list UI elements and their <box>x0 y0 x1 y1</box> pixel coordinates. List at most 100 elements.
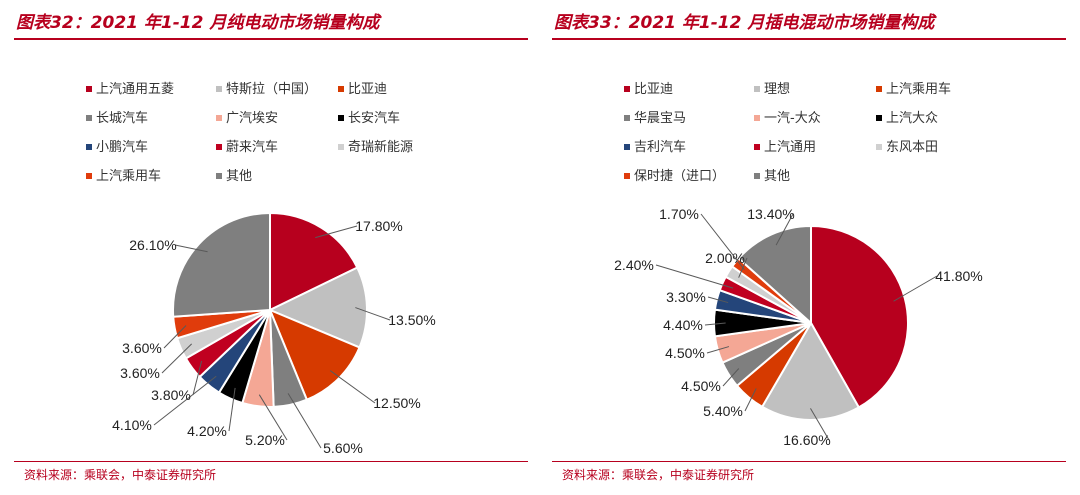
legend-item: 华晨宝马 <box>624 107 686 126</box>
data-label: 13.40% <box>747 206 794 222</box>
legend-item: 理想 <box>754 78 790 97</box>
leader-line <box>707 296 729 304</box>
legend-item: 比亚迪 <box>624 78 673 97</box>
leader-line <box>744 388 757 412</box>
legend-label: 广汽埃安 <box>226 111 279 126</box>
leader-line <box>355 307 391 321</box>
data-label: 4.50% <box>681 378 721 394</box>
legend-item: 奇瑞新能源 <box>338 136 413 155</box>
pie-slice <box>760 320 861 421</box>
legend-swatch <box>876 114 882 121</box>
legend-swatch <box>338 143 344 150</box>
legend-item: 长城汽车 <box>86 107 148 126</box>
leader-line <box>228 387 236 432</box>
leader-line <box>810 408 830 441</box>
leader-line <box>706 346 730 354</box>
legend-label: 比亚迪 <box>348 82 388 97</box>
title-divider <box>14 38 528 40</box>
legend-item: 其他 <box>754 165 790 184</box>
pie-slice <box>810 224 909 409</box>
legend-item: 蔚来汽车 <box>216 136 278 155</box>
legend-label: 特斯拉（中国） <box>226 82 318 97</box>
legend-label: 蔚来汽车 <box>226 140 279 155</box>
data-label: 4.20% <box>187 423 227 439</box>
leader-line <box>893 275 938 302</box>
legend-item: 比亚迪 <box>338 78 387 97</box>
source-divider <box>14 461 528 462</box>
legend-swatch <box>216 85 222 92</box>
source-note: 资料来源：乘联会，中泰证券研究所 <box>562 468 755 482</box>
legend-item: 广汽埃安 <box>216 107 278 126</box>
legend-label: 长安汽车 <box>348 111 401 126</box>
title-divider <box>552 38 1066 40</box>
legend-swatch <box>876 85 882 92</box>
leader-line <box>315 225 358 239</box>
data-label: 1.70% <box>659 206 699 222</box>
leader-line <box>258 394 288 441</box>
legend-label: 上汽乘用车 <box>96 169 162 184</box>
data-label: 16.60% <box>783 432 830 448</box>
leader-line <box>722 368 740 387</box>
pie-slice <box>269 211 359 312</box>
data-label: 5.40% <box>703 403 743 419</box>
leader-line <box>329 370 376 404</box>
pie-slice <box>268 308 361 402</box>
legend-swatch <box>216 172 222 179</box>
legend-item: 一汽-大众 <box>754 107 821 126</box>
data-label: 13.50% <box>388 312 435 328</box>
leader-line <box>174 244 208 253</box>
legend-swatch <box>338 114 344 121</box>
data-label: 4.50% <box>665 345 705 361</box>
source-divider <box>552 461 1066 462</box>
source-note: 资料来源：乘联会，中泰证券研究所 <box>24 468 217 482</box>
legend-swatch <box>216 143 222 150</box>
legend-item: 上汽乘用车 <box>876 78 951 97</box>
data-label: 17.80% <box>355 218 402 234</box>
legend-label: 奇瑞新能源 <box>348 140 414 155</box>
pie-chart: 17.80% 13.50% 12.50% 5.60% 5.20% 4.20% 4.10% 3.… <box>14 195 528 461</box>
legend-label: 上汽乘用车 <box>886 82 952 97</box>
legend-item: 东风本田 <box>876 136 938 155</box>
legend-swatch <box>624 85 630 92</box>
data-label: 2.40% <box>614 257 654 273</box>
legend-swatch <box>338 85 344 92</box>
data-label: 4.40% <box>663 317 703 333</box>
data-label: 3.60% <box>122 340 162 356</box>
legend-label: 上汽通用 <box>764 140 817 155</box>
legend-label: 其他 <box>764 169 791 184</box>
data-label: 3.80% <box>151 387 191 403</box>
legend-item: 小鹏汽车 <box>86 136 148 155</box>
legend-swatch <box>624 114 630 121</box>
legend-swatch <box>86 172 92 179</box>
legend-label: 小鹏汽车 <box>96 140 149 155</box>
data-label: 2.00% <box>705 250 745 266</box>
legend-swatch <box>876 143 882 150</box>
legend-label: 上汽大众 <box>886 111 939 126</box>
legend-item: 特斯拉（中国） <box>216 78 317 97</box>
pie-slice <box>172 211 271 318</box>
legend-swatch <box>624 172 630 179</box>
legend-label: 理想 <box>764 82 791 97</box>
chart-panel-left: 图表32：2021 年1-12 月纯电动市场销量构成 上汽通用五菱 特斯拉（中国）… <box>14 0 528 495</box>
leader-line <box>775 213 794 246</box>
legend-swatch <box>754 172 760 179</box>
legend-item: 其他 <box>216 165 252 184</box>
data-label: 41.80% <box>935 268 982 284</box>
leader-line <box>192 360 203 396</box>
leader-line <box>153 375 217 426</box>
legend-swatch <box>216 114 222 121</box>
legend-label: 华晨宝马 <box>634 111 687 126</box>
pie-slice <box>737 224 812 326</box>
legend-label: 吉利汽车 <box>634 140 687 155</box>
legend-label: 长城汽车 <box>96 111 149 126</box>
leader-line <box>287 393 322 449</box>
leader-line <box>655 264 734 289</box>
leader-line <box>161 343 193 374</box>
data-label: 3.30% <box>666 289 706 305</box>
legend-item: 上汽通用五菱 <box>86 78 174 97</box>
legend-label: 比亚迪 <box>634 82 674 97</box>
legend-swatch <box>86 114 92 121</box>
data-label: 3.60% <box>120 365 160 381</box>
chart-title: 图表32：2021 年1-12 月纯电动市场销量构成 <box>16 13 380 33</box>
legend-label: 保时捷（进口） <box>634 169 726 184</box>
